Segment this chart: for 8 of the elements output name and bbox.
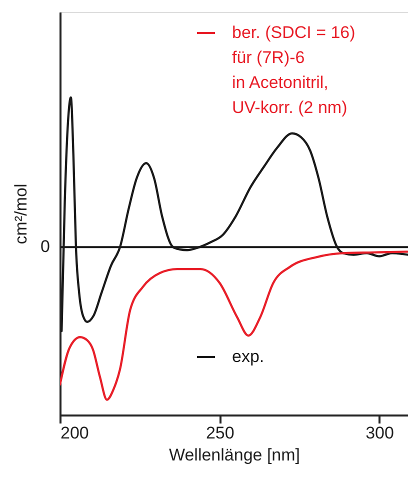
- x-tick-label: 300: [366, 424, 394, 442]
- x-axis-title: Wellenlänge [nm]: [168, 446, 300, 464]
- legend-label: exp.: [232, 347, 264, 366]
- legend-label: ber. (SDCI = 16) für (7R)-6 in Acetonitril, UV-korr. (2 nm): [232, 23, 356, 117]
- x-tick-label: 200: [60, 424, 89, 442]
- ref-line-label: 0: [40, 237, 50, 256]
- y-axis-title: cm²/mol: [12, 184, 30, 244]
- x-tick-label: 250: [206, 424, 234, 442]
